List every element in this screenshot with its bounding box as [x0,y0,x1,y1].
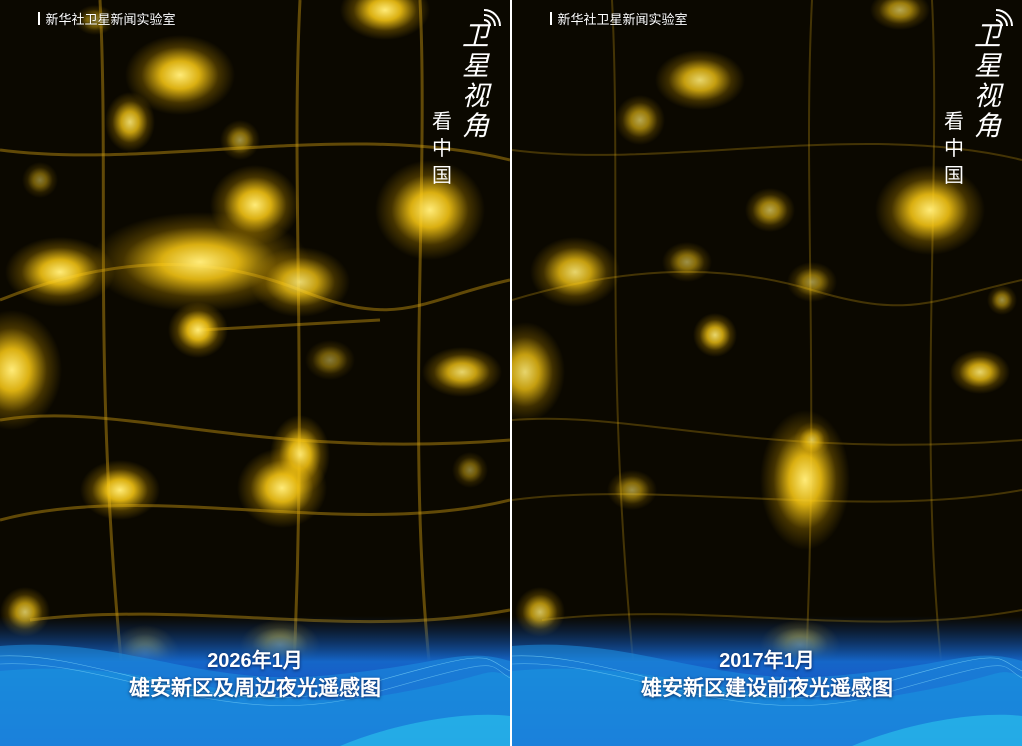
city-light [530,237,620,307]
caption-date: 2017年1月 [719,650,815,672]
road-light [288,0,302,746]
panel-divider [510,0,512,746]
city-light [875,165,985,255]
road-light [98,0,132,746]
signal-icon [995,9,1013,27]
credit-bar [550,12,552,25]
city-light [787,262,837,302]
city-light [210,165,300,245]
road-light [512,142,1022,161]
city-light [950,350,1010,394]
credit: 新华社卫星新闻实验室 [550,9,688,28]
city-light [0,310,62,430]
city-light [607,470,657,510]
credit-text: 新华社卫星新闻实验室 [45,13,176,28]
night-light-image-2017: 新华社卫星新闻实验室 卫星视角 看中国 2017年1月 雄安新区建设前夜光遥感图 [512,0,1022,746]
caption-title: 雄安新区建设前夜光遥感图 [641,677,893,700]
city-light [237,448,327,528]
credit: 新华社卫星新闻实验室 [38,9,176,28]
city-light [305,340,355,380]
credit-text: 新华社卫星新闻实验室 [557,13,688,28]
signal-icon [483,9,501,27]
satellite-view-logo: 卫星视角 看中国 [422,8,502,198]
city-light [693,313,737,357]
city-light [105,92,155,152]
city-light [220,120,260,160]
city-light [168,302,228,358]
city-light [452,452,488,488]
city-light [794,422,830,458]
caption-banner: 2026年1月 雄安新区及周边夜光遥感图 [0,616,510,746]
road-light [512,417,1022,446]
city-light [615,95,665,145]
road-light [801,0,813,746]
city-light [870,0,930,30]
road-light [0,414,510,446]
city-light [662,242,712,282]
logo-main: 卫星视角 [462,21,489,142]
caption-date: 2026年1月 [207,650,303,672]
city-light [655,50,745,110]
city-light [375,160,485,260]
satellite-view-logo: 卫星视角 看中国 [934,8,1014,198]
city-light [987,285,1017,315]
caption-title: 雄安新区及周边夜光遥感图 [129,677,381,700]
credit-bar [38,12,40,25]
city-light [250,247,350,317]
city-light [340,0,430,40]
city-light [512,322,565,422]
city-light [745,188,795,232]
city-lights [0,0,510,746]
city-light [422,347,502,397]
logo-sub: 看中国 [432,109,452,187]
city-light [5,237,115,307]
city-light [80,460,160,520]
city-light [75,5,115,35]
road-light [199,318,381,332]
logo-sub: 看中国 [944,109,964,187]
night-light-image-2026: 新华社卫星新闻实验室 卫星视角 看中国 2026年1月 雄安新区及周边夜光遥感图 [0,0,510,746]
logo-main: 卫星视角 [974,21,1001,142]
caption-banner: 2017年1月 雄安新区建设前夜光遥感图 [512,616,1022,746]
city-light [22,162,58,198]
road-light [611,0,643,746]
